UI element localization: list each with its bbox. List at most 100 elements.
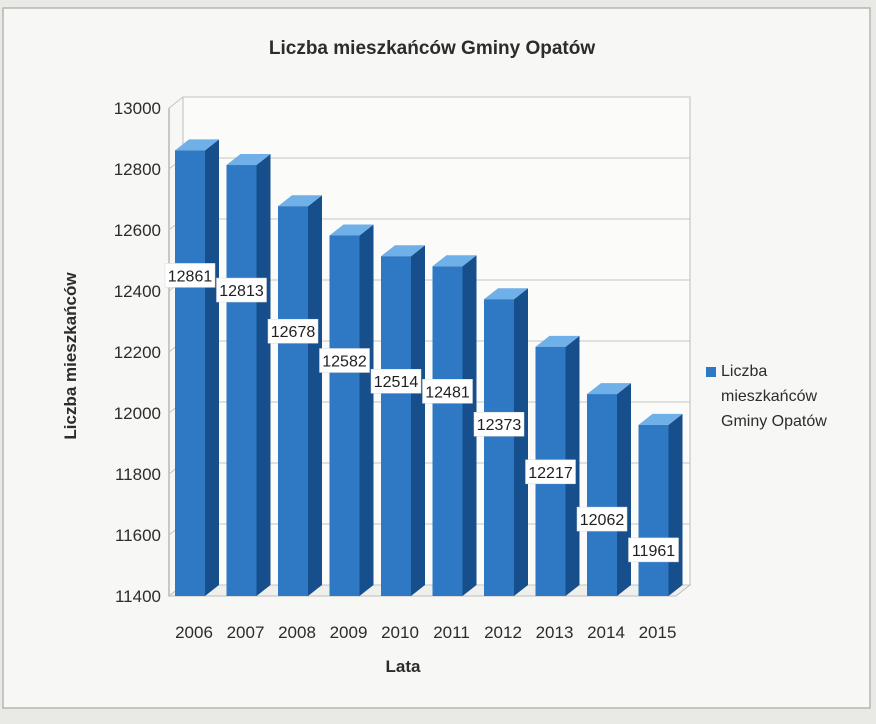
data-label: 12481 <box>422 379 473 404</box>
bar-side <box>256 154 271 596</box>
bar-2009 <box>329 224 374 597</box>
x-tick-labels: 2006 2007 2008 2009 2010 2011 2012 2013 2014 2015 <box>175 623 676 642</box>
data-label-text: 11961 <box>632 543 675 560</box>
x-tick-label: 2012 <box>484 623 522 642</box>
bar-side <box>308 195 322 596</box>
bar-2007 <box>226 154 271 596</box>
data-label: 12062 <box>576 506 628 532</box>
bar-2010 <box>381 245 425 597</box>
y-tick-label: 12800 <box>114 160 161 179</box>
data-label-box <box>319 348 370 373</box>
bar-front <box>587 394 617 596</box>
data-label-text: 12062 <box>580 512 625 529</box>
gridline <box>168 96 690 109</box>
legend-label: Liczba mieszkańców Gminy Opatów <box>721 363 827 430</box>
data-label-text: 12678 <box>271 324 316 341</box>
bar-front <box>329 235 360 597</box>
y-tick-label: 12000 <box>114 404 161 423</box>
data-label-box <box>473 411 525 437</box>
x-tick-label: 2008 <box>278 623 316 642</box>
bar-top <box>484 288 528 300</box>
bar-front <box>638 424 669 596</box>
bar-front <box>175 150 205 596</box>
x-tick-label: 2010 <box>381 623 419 642</box>
data-label-text: 12481 <box>425 384 470 401</box>
data-labels: 12861 12813 12678 12582 12514 12481 12373 12217… <box>164 263 679 563</box>
bar-2006 <box>175 139 219 596</box>
x-tick-label: 2007 <box>227 623 265 642</box>
data-label: 12514 <box>370 368 422 394</box>
data-label-text: 12813 <box>219 283 264 300</box>
bar-top <box>226 154 271 166</box>
data-label-box <box>164 263 216 288</box>
bar-side <box>359 224 374 597</box>
data-label-box <box>216 277 267 303</box>
data-label-box <box>576 506 628 532</box>
bar-top <box>432 255 477 267</box>
bar-side <box>617 383 631 596</box>
bar-side <box>411 245 425 597</box>
bar-front <box>484 299 514 596</box>
x-tick-label: 2014 <box>587 623 625 642</box>
bar-2008 <box>278 195 322 596</box>
bar-side <box>514 288 528 596</box>
y-tick-label: 12600 <box>114 221 161 240</box>
bar-2015 <box>638 413 683 596</box>
y-tick-label: 11800 <box>115 465 161 484</box>
x-tick-label: 2015 <box>639 623 677 642</box>
data-label: 12861 <box>164 263 216 288</box>
data-label-text: 12582 <box>322 353 367 370</box>
y-axis-label: Liczba mieszkańców <box>61 272 80 440</box>
bar-top <box>638 413 683 425</box>
bar-top <box>381 245 425 257</box>
legend: Liczba mieszkańców Gminy Opatów <box>706 363 827 430</box>
data-label-box <box>422 379 473 404</box>
bar-top <box>587 383 631 395</box>
bars <box>175 139 683 597</box>
bar-2014 <box>587 383 631 596</box>
data-label: 12217 <box>525 459 576 485</box>
data-label-text: 12514 <box>374 374 419 391</box>
data-label: 12678 <box>267 318 319 344</box>
data-label: 12813 <box>216 277 267 303</box>
bar-top <box>278 195 322 207</box>
bar-front <box>278 206 308 596</box>
x-tick-label: 2011 <box>433 623 470 642</box>
y-tick-label: 12200 <box>114 343 161 362</box>
y-tick-labels: 11400 11600 11800 12000 12200 12400 12600 12800… <box>114 99 161 606</box>
bar-2012 <box>484 288 528 596</box>
bar-top <box>329 224 374 236</box>
y-tick-label: 12400 <box>114 282 161 301</box>
bar-side <box>205 139 219 596</box>
data-label-box <box>628 537 679 563</box>
legend-swatch <box>706 367 716 377</box>
legend-label-line: mieszkańców <box>721 388 817 405</box>
chart-title: Liczba mieszkańców Gminy Opatów <box>269 38 595 59</box>
y-tick-label: 11400 <box>115 587 161 606</box>
data-label: 11961 <box>628 537 679 563</box>
bar-side <box>668 413 683 596</box>
bar-top <box>175 139 219 151</box>
bar-2011 <box>432 255 477 597</box>
x-tick-label: 2013 <box>536 623 574 642</box>
x-tick-label: 2009 <box>330 623 368 642</box>
data-label-box <box>525 459 576 485</box>
y-tick-label: 13000 <box>114 99 161 118</box>
legend-label-line: Gminy Opatów <box>721 413 827 430</box>
data-label: 12373 <box>473 411 525 437</box>
y-tick-label: 11600 <box>115 526 161 545</box>
bar-side <box>462 255 477 597</box>
x-axis-label: Lata <box>386 657 422 676</box>
data-label-box <box>370 368 422 394</box>
legend-label-line: Liczba <box>721 363 767 380</box>
bar-top <box>535 335 580 347</box>
x-tick-label: 2006 <box>175 623 213 642</box>
data-label-text: 12373 <box>477 417 522 434</box>
data-label: 12582 <box>319 348 370 373</box>
data-label-text: 12861 <box>168 268 213 285</box>
bar-front <box>432 266 463 596</box>
bar-front <box>381 256 411 596</box>
data-label-box <box>267 318 319 344</box>
